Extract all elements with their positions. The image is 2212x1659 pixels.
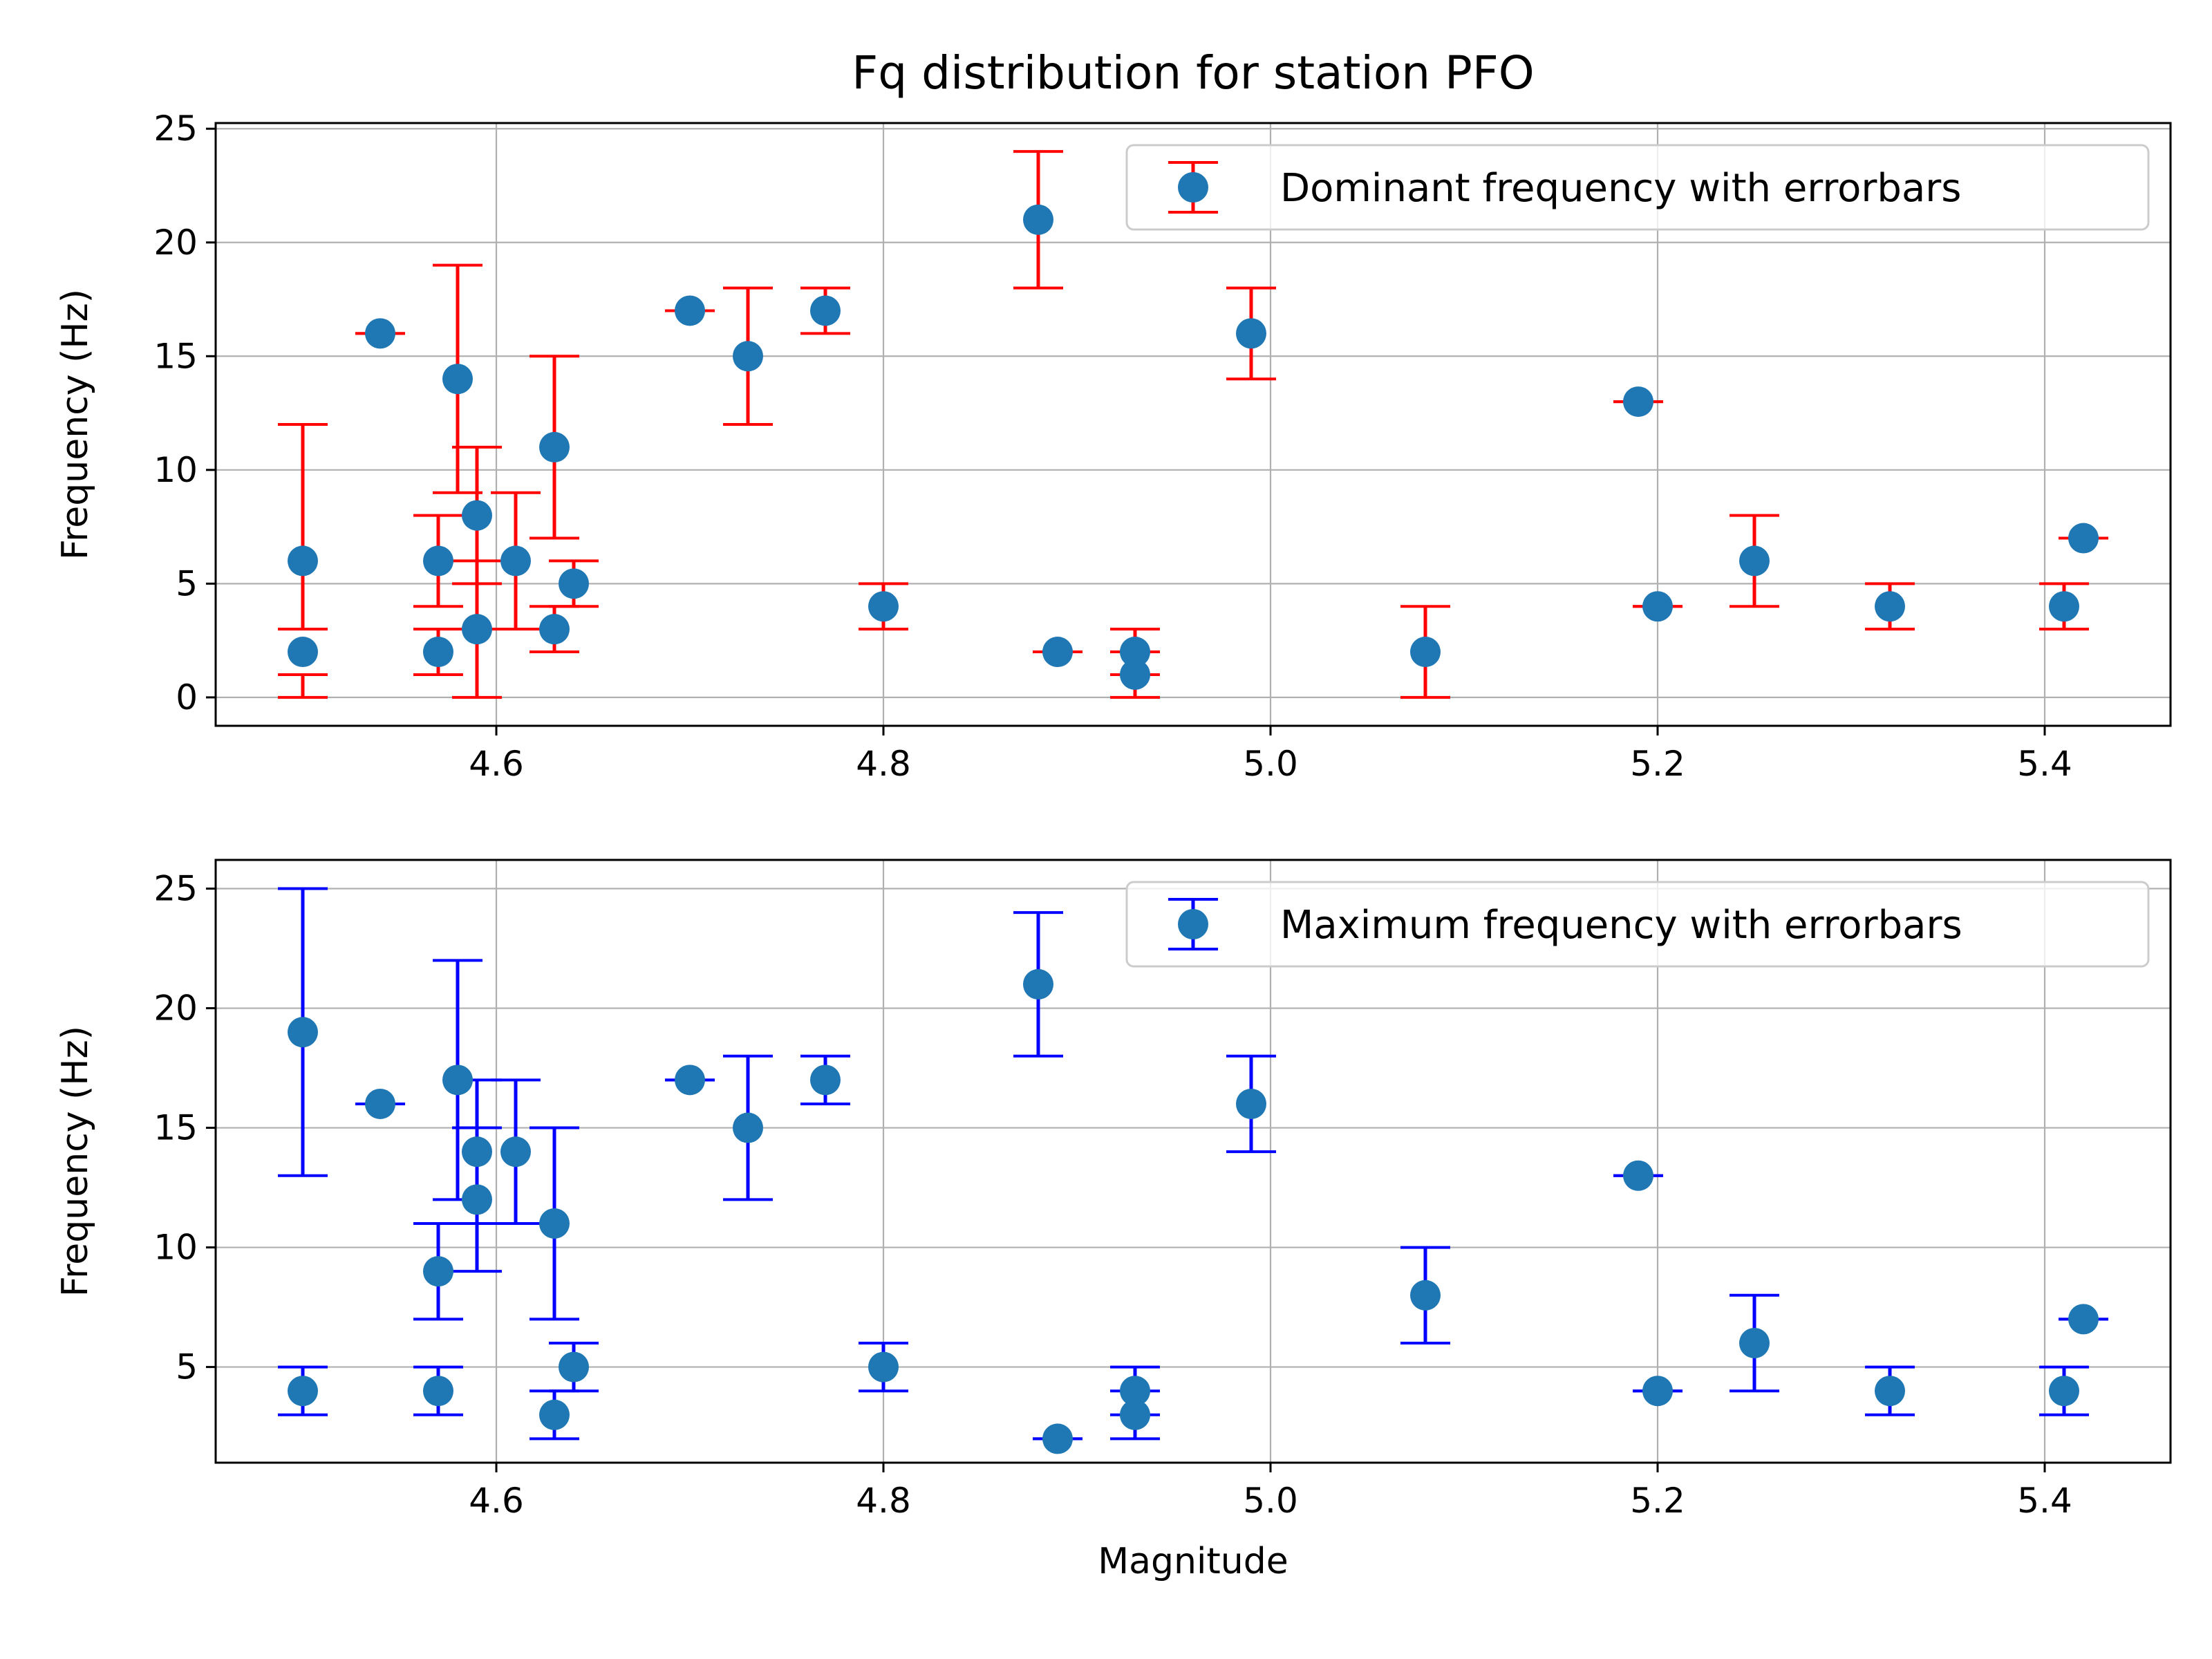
x-tick-label: 5.4 bbox=[2017, 1481, 2072, 1521]
legend-marker bbox=[1178, 909, 1208, 939]
data-point bbox=[2049, 591, 2079, 622]
y-tick-label: 25 bbox=[153, 869, 198, 909]
data-point bbox=[1042, 637, 1073, 668]
x-tick-label: 4.6 bbox=[469, 744, 524, 784]
x-tick-label: 4.8 bbox=[856, 1481, 911, 1521]
x-tick-label: 5.0 bbox=[1243, 1481, 1298, 1521]
data-point bbox=[539, 431, 570, 462]
y-axis-label: Frequency (Hz) bbox=[55, 289, 96, 560]
x-tick-label: 4.8 bbox=[856, 744, 911, 784]
data-point bbox=[1236, 1088, 1266, 1119]
data-point bbox=[423, 1256, 453, 1287]
data-point bbox=[1410, 637, 1441, 668]
data-point bbox=[442, 1065, 473, 1096]
legend-label: Dominant frequency with errorbars bbox=[1280, 166, 1961, 211]
data-point bbox=[423, 1376, 453, 1407]
data-point bbox=[423, 637, 453, 668]
data-point bbox=[500, 1136, 531, 1168]
data-point bbox=[462, 500, 492, 531]
data-point bbox=[2049, 1376, 2079, 1407]
x-tick-label: 5.4 bbox=[2017, 744, 2072, 784]
data-point bbox=[1739, 545, 1770, 577]
x-tick-label: 4.6 bbox=[469, 1481, 524, 1521]
x-tick-label: 5.0 bbox=[1243, 744, 1298, 784]
data-point bbox=[288, 1017, 318, 1048]
legend: Maximum frequency with errorbars bbox=[1125, 881, 2150, 968]
data-point bbox=[1875, 1376, 1905, 1407]
data-point bbox=[1642, 591, 1673, 622]
data-point bbox=[559, 1351, 589, 1382]
data-point bbox=[462, 1184, 492, 1215]
data-point bbox=[1875, 591, 1905, 622]
legend-marker bbox=[1178, 172, 1208, 203]
data-point bbox=[1023, 968, 1053, 1000]
plot-frame bbox=[214, 122, 2172, 727]
data-point bbox=[2068, 1304, 2099, 1335]
data-point bbox=[868, 591, 899, 622]
plot-frame bbox=[214, 859, 2172, 1464]
data-point bbox=[1410, 1280, 1441, 1311]
data-point bbox=[1120, 659, 1150, 690]
dominant-frequency-panel: 4.6 4.8 5.0 5.2 5.4 0 5 10 15 20 25 Frequency (Hz) D… bbox=[55, 109, 2172, 784]
data-point bbox=[288, 545, 318, 577]
legend-frame bbox=[1125, 881, 2150, 968]
data-point bbox=[1623, 1160, 1653, 1191]
data-point bbox=[2068, 523, 2099, 554]
y-tick-label: 15 bbox=[153, 1108, 198, 1148]
data-point bbox=[462, 614, 492, 645]
data-point bbox=[442, 364, 473, 395]
data-point bbox=[462, 1136, 492, 1168]
x-axis-label: Magnitude bbox=[1098, 1541, 1288, 1582]
y-tick-label: 20 bbox=[153, 223, 198, 263]
data-point bbox=[423, 545, 453, 577]
data-point bbox=[810, 295, 841, 326]
data-point bbox=[1739, 1327, 1770, 1358]
y-tick-label: 20 bbox=[153, 988, 198, 1029]
data-point bbox=[675, 1065, 705, 1096]
legend: Dominant frequency with errorbars bbox=[1125, 144, 2150, 231]
data-point bbox=[539, 1399, 570, 1430]
legend-label: Maximum frequency with errorbars bbox=[1280, 903, 1962, 948]
data-point bbox=[559, 568, 589, 599]
data-point bbox=[1623, 386, 1653, 418]
data-point bbox=[1023, 204, 1053, 235]
y-tick-label: 0 bbox=[176, 677, 198, 718]
maximum-frequency-panel: 4.6 4.8 5.0 5.2 5.4 5 10 15 20 25 Frequency (Hz) Ma… bbox=[55, 859, 2172, 1582]
data-point bbox=[365, 318, 395, 349]
data-point bbox=[1236, 318, 1266, 349]
data-point bbox=[1642, 1376, 1673, 1407]
x-tick-label: 5.2 bbox=[1630, 1481, 1685, 1521]
data-point bbox=[675, 295, 705, 326]
data-point bbox=[810, 1065, 841, 1096]
y-tick-label: 5 bbox=[176, 563, 198, 603]
data-point bbox=[1120, 637, 1150, 668]
y-tick-label: 10 bbox=[153, 450, 198, 490]
y-tick-label: 5 bbox=[176, 1347, 198, 1387]
data-point bbox=[1120, 1399, 1150, 1430]
data-point bbox=[288, 637, 318, 668]
data-point bbox=[1042, 1423, 1073, 1454]
data-point bbox=[539, 1208, 570, 1239]
legend-frame bbox=[1125, 144, 2150, 231]
data-point bbox=[733, 1112, 763, 1143]
data-point bbox=[733, 341, 763, 372]
data-point bbox=[868, 1351, 899, 1382]
data-point bbox=[1120, 1376, 1150, 1407]
y-tick-label: 25 bbox=[153, 109, 198, 149]
y-tick-label: 15 bbox=[153, 336, 198, 376]
data-point bbox=[288, 1376, 318, 1407]
y-axis-label: Frequency (Hz) bbox=[55, 1026, 96, 1297]
x-tick-label: 5.2 bbox=[1630, 744, 1685, 784]
data-point bbox=[500, 545, 531, 577]
data-point bbox=[539, 614, 570, 645]
y-tick-label: 10 bbox=[153, 1228, 198, 1268]
data-point bbox=[365, 1088, 395, 1119]
chart-title: Fq distribution for station PFO bbox=[852, 46, 1535, 100]
